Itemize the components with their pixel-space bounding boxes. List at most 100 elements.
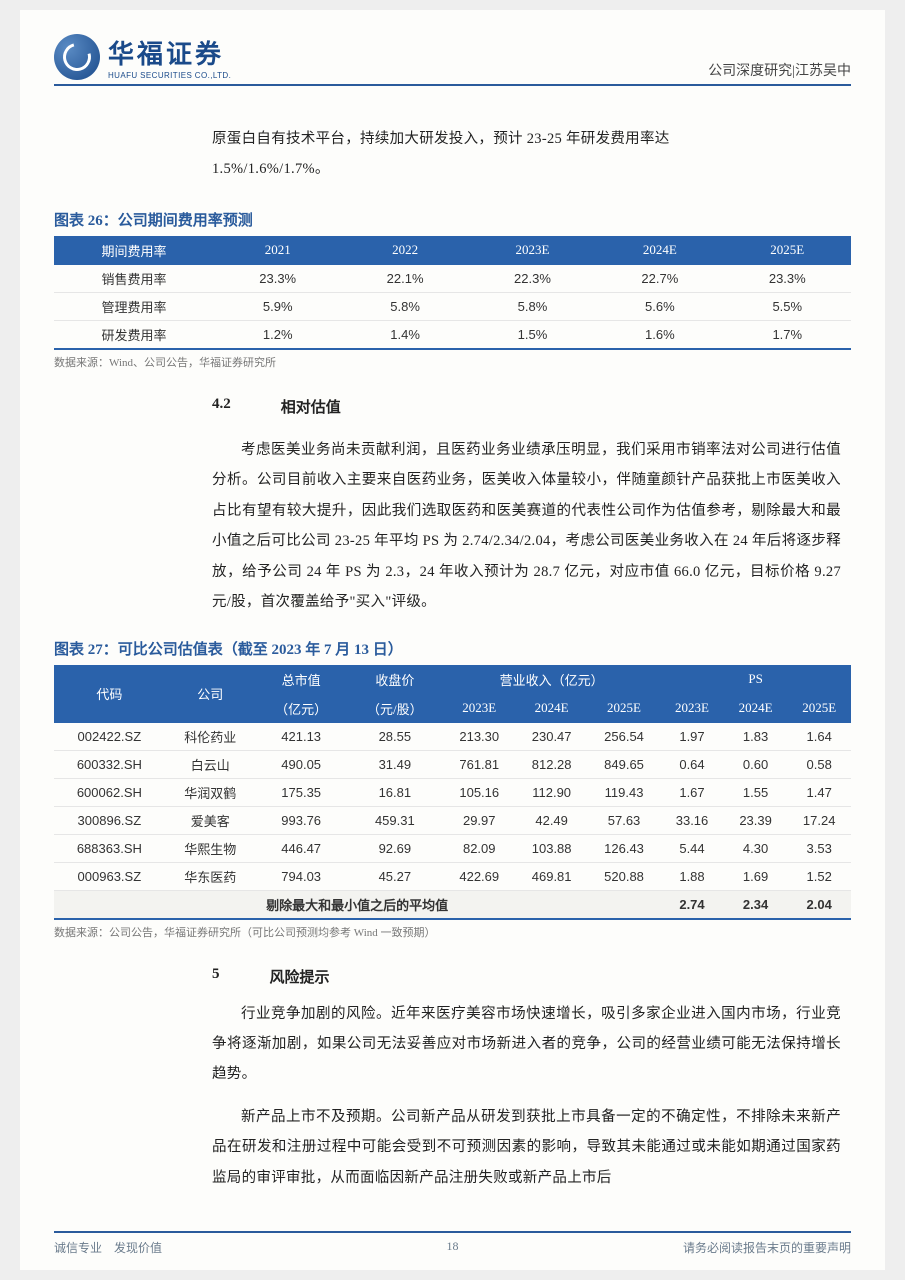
t27-head: PS	[660, 665, 851, 694]
t27-cell: 42.49	[515, 806, 587, 834]
t26-cell: 1.5%	[469, 320, 596, 349]
logo-en: HUAFU SECURITIES CO.,LTD.	[108, 71, 231, 80]
t27-cell: 爱美客	[165, 806, 256, 834]
t27-avg-label: 剔除最大和最小值之后的平均值	[54, 890, 660, 919]
t27-cell: 1.67	[660, 778, 724, 806]
logo-icon	[54, 34, 100, 80]
t27-cell: 28.55	[347, 723, 443, 751]
t27-cell: 1.47	[787, 778, 851, 806]
t26-col-2: 2022	[341, 236, 468, 265]
t27-cell: 45.27	[347, 862, 443, 890]
t27-subhead: 2023E	[443, 694, 515, 723]
intro-paragraph: 原蛋白自有技术平台，持续加大研发投入，预计 23-25 年研发费用率达 1.5%…	[212, 124, 841, 185]
t26-cell: 5.5%	[724, 292, 851, 320]
t27-subhead: （元/股）	[347, 694, 443, 723]
intro-line-1: 1.5%/1.6%/1.7%。	[212, 161, 330, 177]
t27-cell: 421.13	[256, 723, 347, 751]
t27-cell: 105.16	[443, 778, 515, 806]
logo: 华福证券 HUAFU SECURITIES CO.,LTD.	[54, 34, 231, 80]
table27-source: 数据来源：公司公告，华福证券研究所（可比公司预测均参考 Wind 一致预期）	[54, 924, 851, 940]
t26-cell: 5.8%	[469, 292, 596, 320]
t27-subhead: 2024E	[724, 694, 788, 723]
t26-cell: 1.2%	[214, 320, 341, 349]
t27-cell: 119.43	[588, 778, 660, 806]
para-42: 考虑医美业务尚未贡献利润，且医药业务业绩承压明显，我们采用市销率法对公司进行估值…	[212, 435, 841, 618]
t26-cell: 管理费用率	[54, 292, 214, 320]
t27-cell: 科伦药业	[165, 723, 256, 751]
t27-cell: 256.54	[588, 723, 660, 751]
t27-cell: 0.60	[724, 750, 788, 778]
table27-title: 图表 27：可比公司估值表（截至 2023 年 7 月 13 日）	[54, 638, 851, 659]
t27-cell: 600062.SH	[54, 778, 165, 806]
t26-cell: 5.6%	[596, 292, 723, 320]
t26-cell: 22.1%	[341, 265, 468, 293]
t26-cell: 1.4%	[341, 320, 468, 349]
t26-cell: 23.3%	[724, 265, 851, 293]
t27-cell: 213.30	[443, 723, 515, 751]
sec42-title: 相对估值	[281, 396, 341, 417]
t27-cell: 469.81	[515, 862, 587, 890]
t27-avg-val: 2.34	[724, 890, 788, 919]
t26-cell: 23.3%	[214, 265, 341, 293]
t26-cell: 研发费用率	[54, 320, 214, 349]
para-5b: 新产品上市不及预期。公司新产品从研发到获批上市具备一定的不确定性，不排除未来新产…	[212, 1102, 841, 1193]
t27-cell: 812.28	[515, 750, 587, 778]
t27-cell: 126.43	[588, 834, 660, 862]
t27-cell: 230.47	[515, 723, 587, 751]
section-4-2-heading: 4.2 相对估值	[212, 396, 851, 417]
t27-cell: 112.90	[515, 778, 587, 806]
t27-avg-val: 2.04	[787, 890, 851, 919]
t27-cell: 1.55	[724, 778, 788, 806]
t27-cell: 0.58	[787, 750, 851, 778]
t26-cell: 1.6%	[596, 320, 723, 349]
sec42-num: 4.2	[212, 396, 231, 417]
t27-cell: 白云山	[165, 750, 256, 778]
sec5-num: 5	[212, 966, 220, 987]
t27-cell: 1.52	[787, 862, 851, 890]
t27-cell: 600332.SH	[54, 750, 165, 778]
t27-cell: 1.69	[724, 862, 788, 890]
intro-line-0: 原蛋白自有技术平台，持续加大研发投入，预计 23-25 年研发费用率达	[212, 131, 670, 147]
t27-cell: 993.76	[256, 806, 347, 834]
t27-cell: 1.83	[724, 723, 788, 751]
t27-cell: 422.69	[443, 862, 515, 890]
t27-cell: 175.35	[256, 778, 347, 806]
t27-cell: 29.97	[443, 806, 515, 834]
t27-cell: 794.03	[256, 862, 347, 890]
page-footer: 诚信专业 发现价值 18 请务必阅读报告末页的重要声明	[54, 1231, 851, 1256]
page-number: 18	[447, 1239, 459, 1254]
t27-cell: 459.31	[347, 806, 443, 834]
page-header: 华福证券 HUAFU SECURITIES CO.,LTD. 公司深度研究|江苏…	[54, 34, 851, 86]
t27-cell: 688363.SH	[54, 834, 165, 862]
t27-cell: 849.65	[588, 750, 660, 778]
t27-cell: 华熙生物	[165, 834, 256, 862]
t26-cell: 22.3%	[469, 265, 596, 293]
t26-cell: 5.8%	[341, 292, 468, 320]
t26-col-4: 2024E	[596, 236, 723, 265]
t26-cell: 1.7%	[724, 320, 851, 349]
t27-subhead: 2025E	[588, 694, 660, 723]
table26: 期间费用率202120222023E2024E2025E 销售费用率23.3%2…	[54, 236, 851, 350]
t27-cell: 3.53	[787, 834, 851, 862]
t27-head: 营业收入（亿元）	[443, 665, 660, 694]
t27-cell: 17.24	[787, 806, 851, 834]
t27-head: 公司	[165, 665, 256, 723]
t27-cell: 23.39	[724, 806, 788, 834]
t27-cell: 16.81	[347, 778, 443, 806]
t26-col-1: 2021	[214, 236, 341, 265]
t27-cell: 300896.SZ	[54, 806, 165, 834]
t27-head: 收盘价	[347, 665, 443, 694]
t27-cell: 446.47	[256, 834, 347, 862]
sec5-title: 风险提示	[270, 966, 330, 987]
t27-cell: 5.44	[660, 834, 724, 862]
t27-subhead: （亿元）	[256, 694, 347, 723]
t27-cell: 82.09	[443, 834, 515, 862]
t27-head: 总市值	[256, 665, 347, 694]
t27-avg-val: 2.74	[660, 890, 724, 919]
header-right: 公司深度研究|江苏吴中	[708, 60, 851, 80]
t27-cell: 92.69	[347, 834, 443, 862]
t27-cell: 31.49	[347, 750, 443, 778]
logo-cn: 华福证券	[108, 34, 231, 71]
t27-head: 代码	[54, 665, 165, 723]
section-5-heading: 5 风险提示	[212, 966, 851, 987]
